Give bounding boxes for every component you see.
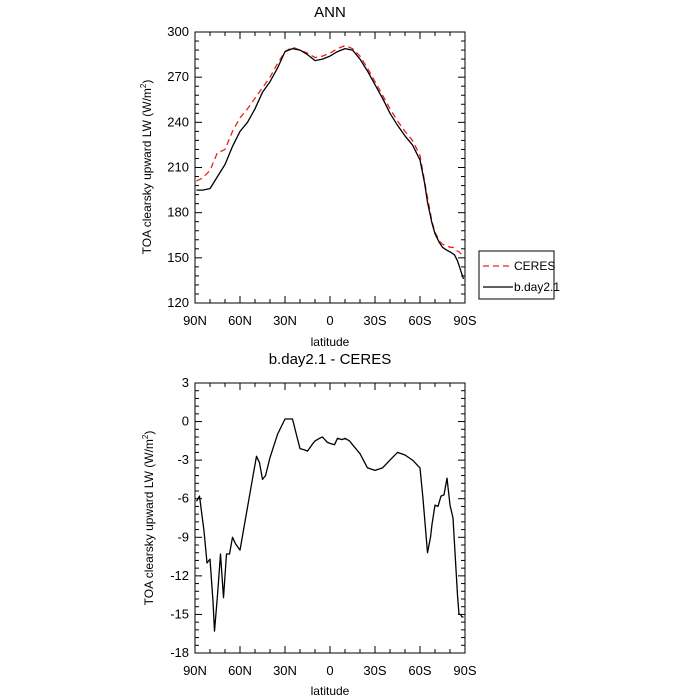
top-x-tick-label: 90N	[183, 313, 207, 328]
top-y-tick-label: 300	[167, 24, 189, 39]
top-panel-ann: ANN latitude TOA clearsky upward LW (W/m…	[139, 4, 560, 349]
top-panel-ylabel: TOA clearsky upward LW (W/m2)	[139, 80, 154, 255]
top-x-tick-label: 90S	[453, 313, 476, 328]
top-y-tick-label: 150	[167, 250, 189, 265]
top-y-tick-label: 270	[167, 69, 189, 84]
bottom-x-tick-label: 0	[326, 663, 333, 678]
top-y-tick-label: 120	[167, 295, 189, 310]
top-y-tick-label: 210	[167, 160, 189, 175]
bottom-x-tick-label: 90S	[453, 663, 476, 678]
top-x-tick-label: 30S	[363, 313, 386, 328]
top-y-tick-label: 180	[167, 205, 189, 220]
bottom-panel-ylabel-main: TOA clearsky upward LW (W/m	[142, 439, 156, 605]
legend-label-ceres: CERES	[514, 259, 555, 273]
bottom-panel-difference: b.day2.1 - CERES latitude TOA clearsky u…	[141, 351, 477, 698]
bottom-y-tick-label: -3	[177, 452, 189, 467]
bottom-y-tick-label: -12	[170, 568, 189, 583]
legend-label-b-day2-1: b.day2.1	[514, 280, 560, 294]
top-x-tick-label: 60N	[228, 313, 252, 328]
bottom-x-tick-label: 90N	[183, 663, 207, 678]
bottom-y-tick-label: 0	[182, 414, 189, 429]
bottom-panel-ylabel: TOA clearsky upward LW (W/m2)	[141, 431, 156, 606]
bottom-panel-ylabel-sup: 2	[141, 434, 150, 439]
top-x-tick-label: 0	[326, 313, 333, 328]
top-panel-ylabel-sup: 2	[139, 83, 148, 88]
bottom-series-line-difference	[195, 418, 464, 632]
top-x-tick-label: 60S	[408, 313, 431, 328]
bottom-y-tick-label: -9	[177, 529, 189, 544]
bottom-y-tick-label: 3	[182, 375, 189, 390]
top-series-line-b-day2-1	[196, 47, 465, 280]
top-panel-ylabel-main: TOA clearsky upward LW (W/m	[140, 88, 154, 254]
top-y-tick-label: 240	[167, 114, 189, 129]
bottom-panel-xlabel: latitude	[311, 684, 350, 698]
bottom-x-tick-label: 30S	[363, 663, 386, 678]
top-panel-ylabel-close: )	[140, 80, 154, 84]
top-plot-frame	[194, 31, 466, 304]
bottom-x-tick-label: 60S	[408, 663, 431, 678]
bottom-y-tick-label: -15	[170, 606, 189, 621]
bottom-y-tick-label: -18	[170, 645, 189, 660]
top-panel-title: ANN	[314, 4, 346, 21]
bottom-panel-ylabel-close: )	[142, 431, 156, 435]
legend-box	[478, 250, 555, 300]
top-series-line-ceres	[196, 44, 464, 257]
top-x-tick-label: 30N	[273, 313, 297, 328]
legend: CERES b.day2.1	[478, 250, 560, 300]
bottom-x-tick-label: 60N	[228, 663, 252, 678]
bottom-x-tick-label: 30N	[273, 663, 297, 678]
top-panel-xlabel: latitude	[311, 335, 350, 349]
bottom-panel-title: b.day2.1 - CERES	[269, 351, 392, 368]
bottom-y-tick-label: -6	[177, 491, 189, 506]
